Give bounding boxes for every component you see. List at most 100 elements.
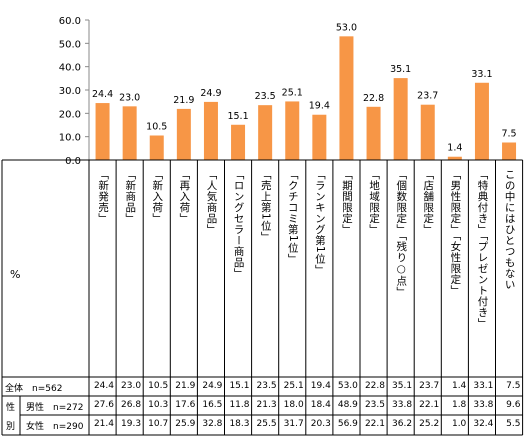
- table-cell: 9.6: [506, 400, 521, 410]
- table-cell: 31.7: [283, 419, 304, 429]
- table-cell: 25.9: [175, 419, 196, 429]
- group-label: 別: [6, 422, 16, 432]
- bar: [339, 36, 354, 161]
- category-label: 「個数限定」「残り○点」: [395, 169, 408, 298]
- bar: [366, 106, 381, 160]
- category-label-cell: 「期間限定」: [333, 165, 360, 375]
- category-label-cell: 「再入荷」: [170, 165, 197, 375]
- bar-value-label: 19.4: [309, 101, 330, 112]
- table-cell: 56.9: [337, 419, 358, 429]
- table-cell: 18.4: [310, 400, 331, 410]
- group-label: 性: [6, 403, 16, 413]
- table-cell: 33.8: [392, 400, 413, 410]
- table-cell: 32.8: [202, 419, 223, 429]
- category-label-cell: この中にはひとつもない: [496, 165, 523, 375]
- bar-value-label: 22.8: [363, 93, 384, 104]
- table-cell: 1.4: [451, 381, 467, 391]
- category-label: 「再入荷」: [178, 169, 191, 224]
- table-cell: 10.7: [148, 419, 169, 429]
- bar: [447, 156, 462, 160]
- table-row-header: 女性 n=290: [26, 422, 84, 432]
- bar-value-label: 15.1: [227, 111, 248, 122]
- y-tick-label: 0.0: [65, 156, 81, 167]
- category-label: 「特典付き」「プレゼント付き」: [476, 169, 489, 329]
- y-tick-label: 20.0: [59, 109, 81, 120]
- category-label-cell: 「個数限定」「残り○点」: [387, 165, 414, 375]
- bar: [420, 104, 435, 160]
- table-cell: 19.3: [121, 419, 142, 429]
- percent-unit-label: %: [10, 268, 21, 281]
- category-label-cell: 「新入荷」: [143, 165, 170, 375]
- bar: [149, 135, 164, 160]
- bar: [393, 78, 408, 160]
- table-cell: 10.3: [148, 400, 169, 410]
- bar-value-label: 23.5: [255, 91, 276, 102]
- table-cell: 33.1: [473, 381, 494, 391]
- category-label: この中にはひとつもない: [503, 169, 516, 290]
- bar-value-label: 7.5: [501, 129, 516, 140]
- table-cell: 26.8: [121, 400, 142, 410]
- bar-value-label: 21.9: [173, 95, 194, 106]
- table-cell: 19.4: [310, 381, 331, 391]
- category-label-cell: 「売上第1位」: [252, 165, 279, 375]
- table-cell: 22.1: [419, 400, 440, 410]
- table-cell: 18.3: [229, 419, 250, 429]
- bar: [474, 82, 489, 160]
- table-cell: 27.6: [93, 400, 114, 410]
- category-label-cell: 「新発売」: [89, 165, 116, 375]
- category-label: 「新発売」: [97, 169, 110, 224]
- bar-value-label: 1.4: [447, 143, 462, 154]
- category-label-cell: 「店舗限定」: [414, 165, 441, 375]
- bar-value-label: 24.4: [92, 89, 113, 100]
- bar-value-label: 25.1: [282, 87, 303, 98]
- table-cell: 24.4: [93, 381, 114, 391]
- y-tick-label: 50.0: [59, 39, 81, 50]
- bar-value-label: 23.0: [119, 92, 140, 103]
- category-label: 「クチコミ第1位」: [286, 169, 299, 265]
- category-label: 「売上第1位」: [259, 169, 272, 243]
- table-cell: 18.0: [283, 400, 304, 410]
- table-cell: 25.1: [283, 381, 304, 391]
- table-cell: 1.0: [451, 419, 467, 429]
- category-label-cell: 「ランキング第1位」: [306, 165, 333, 375]
- table-cell: 24.9: [202, 381, 223, 391]
- category-label: 「ロングセラー商品」: [232, 169, 245, 279]
- table-cell: 11.8: [229, 400, 250, 410]
- table-cell: 15.1: [229, 381, 250, 391]
- table-cell: 23.7: [419, 381, 440, 391]
- y-tick-label: 40.0: [59, 63, 81, 74]
- table-cell: 20.3: [310, 419, 331, 429]
- category-label: 「新商品」: [124, 169, 137, 224]
- table-cell: 21.9: [175, 381, 196, 391]
- bar-value-label: 53.0: [336, 22, 357, 33]
- bar: [502, 142, 517, 160]
- category-label-cell: 「ロングセラー商品」: [225, 165, 252, 375]
- table-row-header: 全体 n=562: [5, 384, 63, 394]
- bar: [176, 108, 191, 160]
- bar-value-label: 23.7: [417, 91, 438, 102]
- table-cell: 16.5: [202, 400, 223, 410]
- bar: [258, 105, 273, 160]
- category-label-cell: 「地域限定」: [360, 165, 387, 375]
- table-cell: 33.8: [473, 400, 494, 410]
- table-cell: 23.5: [256, 381, 277, 391]
- category-label-cell: 「新商品」: [116, 165, 143, 375]
- table-row-header: 男性 n=272: [26, 403, 84, 413]
- bar: [122, 106, 137, 160]
- category-label: 「男性限定」「女性限定」: [449, 169, 462, 296]
- category-label-cell: 「クチコミ第1位」: [279, 165, 306, 375]
- table-cell: 36.2: [392, 419, 413, 429]
- table-cell: 25.2: [419, 419, 440, 429]
- table-cell: 23.0: [121, 381, 142, 391]
- bar: [203, 101, 218, 160]
- table-cell: 22.8: [364, 381, 385, 391]
- table-cell: 10.5: [148, 381, 169, 391]
- y-tick-label: 10.0: [59, 133, 81, 144]
- bar: [312, 114, 327, 160]
- bar: [231, 124, 246, 160]
- table-cell: 23.5: [364, 400, 385, 410]
- table-cell: 21.3: [256, 400, 277, 410]
- category-label: 「期間限定」: [341, 169, 353, 235]
- y-tick-label: 30.0: [59, 86, 81, 97]
- bar-value-label: 24.9: [200, 88, 221, 99]
